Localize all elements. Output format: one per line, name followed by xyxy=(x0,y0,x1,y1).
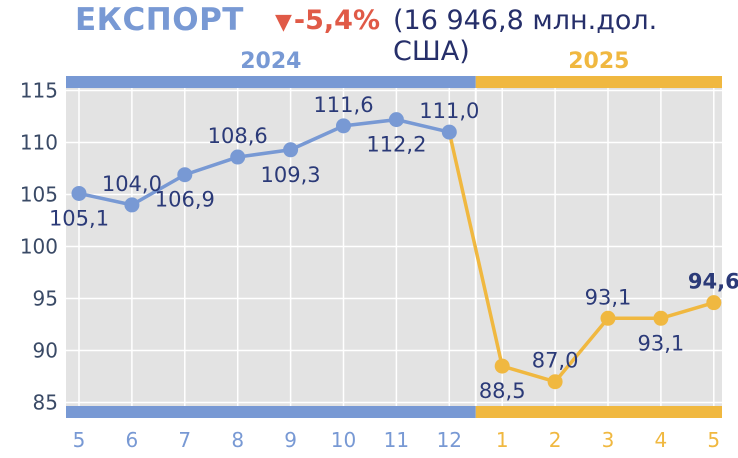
x-tick-label: 3 xyxy=(602,428,615,452)
data-label: 106,9 xyxy=(155,188,215,212)
year-band-top xyxy=(475,76,722,88)
y-tick-label: 95 xyxy=(33,287,58,311)
down-arrow-icon: ▼ xyxy=(275,10,292,35)
x-tick-label: 7 xyxy=(178,428,191,452)
x-tick-label: 4 xyxy=(655,428,668,452)
year-label: 2025 xyxy=(568,49,629,74)
data-label: 109,3 xyxy=(261,163,321,187)
data-point xyxy=(336,118,351,134)
y-tick-label: 110 xyxy=(20,131,58,155)
year-band-bottom xyxy=(475,406,722,418)
data-label: 111,0 xyxy=(419,99,479,123)
data-label: 88,5 xyxy=(479,379,526,403)
data-label: 112,2 xyxy=(366,133,426,157)
y-tick-label: 85 xyxy=(33,391,58,415)
series-line xyxy=(447,131,715,384)
x-tick-label: 9 xyxy=(284,428,297,452)
data-point xyxy=(71,185,87,201)
y-tick-label: 105 xyxy=(20,183,58,207)
x-tick-label: 1 xyxy=(496,428,509,452)
total-value: (16 946,8 млн.дол. США) xyxy=(393,5,658,67)
year-band-top xyxy=(66,76,476,88)
x-tick-label: 11 xyxy=(384,428,409,452)
data-point xyxy=(653,310,669,326)
data-point xyxy=(600,310,616,326)
x-tick-label: 5 xyxy=(707,428,720,452)
change-value: -5,4% xyxy=(293,5,381,36)
data-point xyxy=(177,167,193,183)
x-tick-label: 8 xyxy=(231,428,244,452)
data-label: 87,0 xyxy=(532,349,579,373)
data-point xyxy=(388,112,404,128)
data-point xyxy=(494,358,510,374)
year-band-bottom xyxy=(66,406,476,418)
data-point xyxy=(283,142,299,158)
data-label: 93,1 xyxy=(638,331,685,355)
x-tick-label: 2 xyxy=(549,428,562,452)
data-label: 105,1 xyxy=(49,206,109,230)
x-tick-label: 10 xyxy=(331,428,356,452)
x-tick-label: 6 xyxy=(126,428,139,452)
x-tick-label: 5 xyxy=(73,428,86,452)
data-point xyxy=(441,124,457,140)
x-tick-label: 12 xyxy=(437,428,462,452)
data-point xyxy=(547,374,563,390)
data-label: 93,1 xyxy=(585,285,632,309)
series-line xyxy=(78,117,450,207)
y-tick-label: 100 xyxy=(20,235,58,259)
data-label: 108,6 xyxy=(208,124,268,148)
data-point xyxy=(230,149,246,165)
data-point xyxy=(706,295,722,311)
chart-header: ЕКСПОРТ ▼-5,4% (16 946,8 млн.дол. США) xyxy=(0,0,738,67)
data-label: 111,6 xyxy=(313,93,373,117)
data-label: 104,0 xyxy=(102,172,162,196)
change-indicator: ▼-5,4% xyxy=(275,5,380,36)
y-tick-label: 115 xyxy=(20,79,58,103)
year-label: 2024 xyxy=(240,49,301,74)
chart-title: ЕКСПОРТ xyxy=(75,2,244,38)
data-label: 94,6 xyxy=(688,270,738,294)
data-point xyxy=(124,197,140,213)
y-tick-label: 90 xyxy=(33,339,58,363)
